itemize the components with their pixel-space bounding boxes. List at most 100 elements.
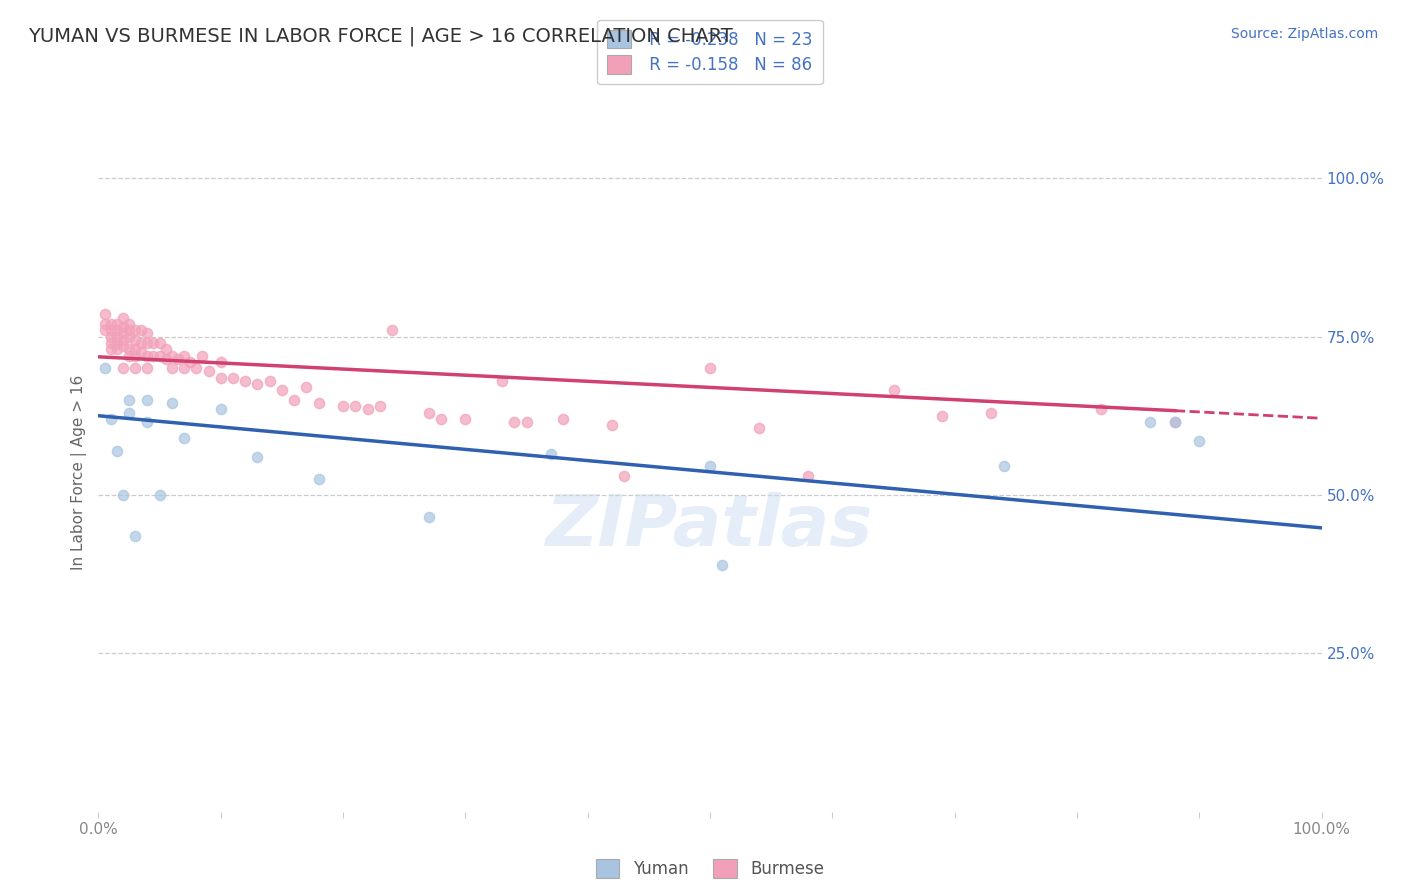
Point <box>233 374 256 388</box>
Point <box>173 431 195 445</box>
Point <box>993 459 1015 474</box>
Point <box>160 349 183 363</box>
Point <box>613 469 636 483</box>
Point <box>173 361 195 376</box>
Point <box>270 384 294 398</box>
Point <box>105 335 128 350</box>
Point <box>136 392 159 407</box>
Point <box>100 412 122 426</box>
Point <box>124 342 146 356</box>
Point <box>111 361 134 376</box>
Point <box>136 415 159 429</box>
Point <box>136 349 159 363</box>
Point <box>124 361 146 376</box>
Point <box>129 335 152 350</box>
Point <box>100 317 122 331</box>
Point <box>931 409 953 423</box>
Point <box>332 399 354 413</box>
Point <box>209 402 232 417</box>
Point <box>105 317 128 331</box>
Point <box>149 488 172 502</box>
Point <box>295 380 318 394</box>
Point <box>308 396 330 410</box>
Text: YUMAN VS BURMESE IN LABOR FORCE | AGE > 16 CORRELATION CHART: YUMAN VS BURMESE IN LABOR FORCE | AGE > … <box>28 27 733 46</box>
Point <box>540 447 562 461</box>
Point <box>308 472 330 486</box>
Point <box>118 406 141 420</box>
Point <box>418 406 440 420</box>
Point <box>418 510 440 524</box>
Point <box>129 345 152 359</box>
Point <box>197 364 219 378</box>
Point <box>136 326 159 341</box>
Point <box>100 342 122 356</box>
Text: Source: ZipAtlas.com: Source: ZipAtlas.com <box>1230 27 1378 41</box>
Point <box>381 323 404 337</box>
Point <box>155 342 177 356</box>
Point <box>129 323 152 337</box>
Point <box>142 349 165 363</box>
Point <box>111 326 134 341</box>
Point <box>111 320 134 334</box>
Point <box>93 323 115 337</box>
Point <box>222 370 245 384</box>
Point <box>356 402 378 417</box>
Point <box>118 349 141 363</box>
Point <box>344 399 367 413</box>
Point <box>167 351 190 366</box>
Point <box>100 323 122 337</box>
Point <box>111 339 134 353</box>
Point <box>124 529 146 543</box>
Point <box>503 415 526 429</box>
Point <box>430 412 453 426</box>
Point <box>111 333 134 347</box>
Point <box>93 361 115 376</box>
Point <box>209 355 232 369</box>
Point <box>118 342 141 356</box>
Point <box>179 355 201 369</box>
Legend: Yuman, Burmese: Yuman, Burmese <box>589 853 831 885</box>
Point <box>491 374 513 388</box>
Point <box>1164 415 1187 429</box>
Point <box>118 323 141 337</box>
Point <box>246 377 269 392</box>
Point <box>124 323 146 337</box>
Point <box>186 361 208 376</box>
Point <box>797 469 820 483</box>
Point <box>118 317 141 331</box>
Text: ZIPatlas: ZIPatlas <box>547 492 873 561</box>
Point <box>1164 415 1187 429</box>
Point <box>136 361 159 376</box>
Y-axis label: In Labor Force | Age > 16: In Labor Force | Age > 16 <box>72 376 87 570</box>
Point <box>553 412 575 426</box>
Point <box>93 307 115 321</box>
Point <box>111 488 134 502</box>
Point <box>1090 402 1112 417</box>
Point <box>118 392 141 407</box>
Point <box>748 421 770 435</box>
Point <box>149 335 172 350</box>
Point <box>600 418 623 433</box>
Point <box>136 335 159 350</box>
Point <box>283 392 305 407</box>
Point <box>1188 434 1211 448</box>
Point <box>124 333 146 347</box>
Point <box>454 412 477 426</box>
Point <box>699 459 721 474</box>
Point <box>160 361 183 376</box>
Point <box>246 450 269 464</box>
Point <box>149 349 172 363</box>
Point <box>100 335 122 350</box>
Point <box>105 342 128 356</box>
Point <box>1139 415 1161 429</box>
Point <box>105 443 128 458</box>
Point <box>515 415 537 429</box>
Point <box>699 361 721 376</box>
Point <box>124 349 146 363</box>
Point <box>980 406 1002 420</box>
Point <box>142 335 165 350</box>
Point <box>111 310 134 325</box>
Point <box>173 349 195 363</box>
Point <box>118 329 141 343</box>
Point <box>93 317 115 331</box>
